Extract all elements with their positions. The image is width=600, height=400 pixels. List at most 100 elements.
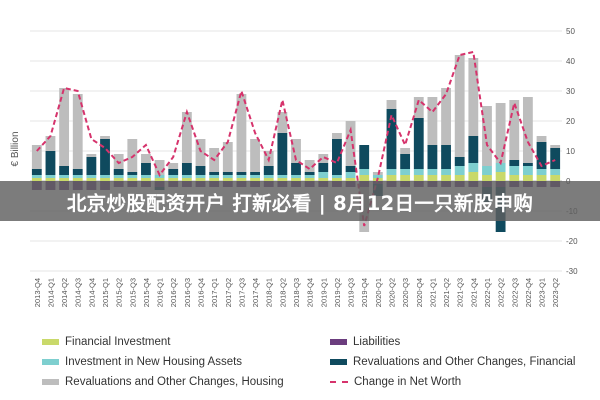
bar-segment	[45, 175, 56, 178]
bar-segment	[304, 160, 315, 172]
legend-item-new-housing: Investment in New Housing Assets	[42, 356, 242, 368]
x-tick-label: 2014-Q4	[87, 278, 96, 307]
net-worth-line	[36, 50, 556, 227]
bar-segment	[127, 139, 138, 172]
x-tick-label: 2020-Q2	[387, 278, 396, 307]
legend-label: Change in Net Worth	[354, 376, 462, 388]
bar-segment	[113, 169, 124, 175]
x-tick-label: 2018-Q4	[306, 278, 315, 307]
bar-segment	[468, 136, 479, 163]
bar-segment	[536, 136, 547, 142]
bar-segment	[168, 175, 179, 178]
x-tick-label: 2023-Q2	[551, 278, 560, 307]
bar-segment	[318, 154, 329, 163]
bar-segment	[181, 163, 192, 175]
legend-swatch	[42, 359, 59, 365]
bar-segment	[277, 175, 288, 178]
x-tick-label: 2014-Q2	[60, 278, 69, 307]
x-tick-label: 2022-Q3	[510, 278, 519, 307]
bar-segment	[441, 88, 451, 145]
bar-segment	[332, 178, 342, 181]
legend-item-reval-financial: Revaluations and Other Changes, Financia…	[330, 356, 575, 368]
bar-segment	[168, 163, 179, 169]
banner-text: 北京炒股配资开户 打新必看 | 8月12日一只新股申购	[66, 191, 534, 215]
x-tick-label: 2019-Q2	[333, 278, 342, 307]
bar-segment	[263, 175, 274, 178]
bar-segment	[318, 172, 329, 178]
bar-segment	[495, 103, 506, 163]
x-tick-label: 2017-Q4	[251, 278, 260, 307]
x-tick-label: 2017-Q2	[224, 278, 233, 307]
bar-segment	[386, 100, 397, 109]
bar-segment	[454, 175, 465, 181]
legend-swatch	[330, 339, 347, 345]
x-tick-label: 2017-Q1	[210, 278, 219, 307]
bar-segment	[495, 172, 506, 181]
x-tick-label: 2016-Q3	[183, 278, 192, 307]
x-tick-label: 2015-Q3	[128, 278, 137, 307]
bar-segment	[127, 175, 138, 178]
bar-segment	[141, 154, 151, 163]
bar-segment	[100, 139, 110, 175]
bar-segment	[522, 166, 533, 175]
bar-segment	[195, 139, 206, 166]
bar-segment	[236, 172, 247, 175]
x-tick-label: 2019-Q1	[319, 278, 328, 307]
x-tick-label: 2021-Q1	[428, 278, 437, 307]
x-tick-label: 2014-Q3	[74, 278, 83, 307]
x-tick-label: 2023-Q1	[538, 278, 547, 307]
bar-segment	[291, 175, 301, 178]
bar-segment	[72, 178, 83, 181]
bar-segment	[45, 136, 56, 151]
bar-segment	[386, 109, 397, 169]
bar-segment	[441, 145, 451, 169]
x-tick-label: 2021-Q3	[456, 278, 465, 307]
bar-segment	[536, 175, 547, 181]
bar-segment	[427, 169, 438, 175]
x-tick-label: 2019-Q3	[347, 278, 356, 307]
bar-segment	[345, 121, 356, 166]
bar-segment	[31, 178, 42, 181]
bar-segment	[332, 133, 342, 139]
bar-segment	[427, 175, 438, 181]
bar-segment	[427, 97, 438, 145]
bar-segment	[468, 163, 479, 172]
bar-segment	[413, 118, 424, 169]
bar-segment	[509, 100, 520, 160]
legend-swatch	[42, 339, 59, 345]
legend-item-financial-investment: Financial Investment	[42, 336, 170, 348]
legend-label: Revaluations and Other Changes, Housing	[65, 376, 284, 388]
bar-segment	[386, 175, 397, 181]
bar-segment	[141, 163, 151, 175]
bar-segment	[345, 166, 356, 172]
legend-item-reval-housing: Revaluations and Other Changes, Housing	[42, 376, 284, 388]
bar-segment	[277, 112, 288, 133]
x-tick-label: 2015-Q2	[115, 278, 124, 307]
bar-segment	[495, 163, 506, 172]
bar-segment	[482, 175, 492, 181]
bar-segment	[59, 88, 70, 166]
bar-segment	[454, 55, 465, 157]
bar-segment	[236, 175, 247, 178]
bar-segment	[236, 178, 247, 181]
bar-segment	[468, 172, 479, 181]
bar-segment	[522, 175, 533, 181]
bar-segment	[209, 172, 220, 175]
bar-segment	[86, 175, 97, 178]
bar-segment	[59, 178, 70, 181]
bar-segment	[127, 178, 138, 181]
bar-segment	[372, 175, 383, 178]
bar-segment	[250, 172, 260, 175]
bar-segment	[509, 175, 520, 181]
y-tick-label: 50	[566, 27, 575, 36]
legend-swatch	[330, 381, 348, 383]
bar-segment	[441, 175, 451, 181]
bar-segment	[291, 163, 301, 175]
bar-segment	[86, 178, 97, 181]
x-tick-label: 2021-Q4	[469, 278, 478, 307]
x-tick-label: 2015-Q1	[101, 278, 110, 307]
legend-label: Investment in New Housing Assets	[65, 356, 243, 368]
bar-segment	[482, 166, 492, 175]
bar-segment	[181, 178, 192, 181]
bar-segment	[468, 58, 479, 136]
